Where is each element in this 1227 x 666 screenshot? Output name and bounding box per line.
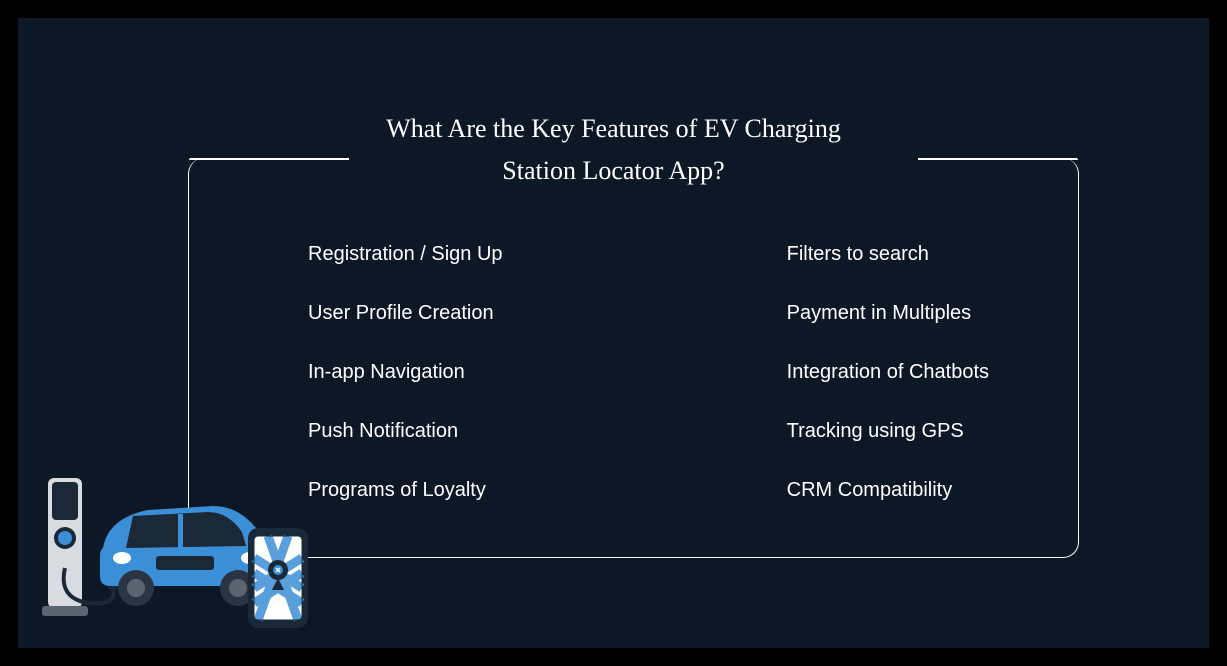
feature-item: User Profile Creation <box>308 302 503 325</box>
ev-illustration <box>38 448 338 628</box>
feature-item: Payment in Multiples <box>787 302 989 325</box>
feature-columns: Registration / Sign Up User Profile Crea… <box>308 243 989 502</box>
feature-item: In-app Navigation <box>308 361 503 384</box>
feature-item: Registration / Sign Up <box>308 243 503 266</box>
feature-item: Tracking using GPS <box>787 420 989 443</box>
feature-item: CRM Compatibility <box>787 479 989 502</box>
feature-item: Filters to search <box>787 243 989 266</box>
ev-car-charger-phone-icon <box>38 448 338 628</box>
right-column: Filters to search Payment in Multiples I… <box>787 243 989 502</box>
feature-item: Integration of Chatbots <box>787 361 989 384</box>
feature-item: Push Notification <box>308 420 503 443</box>
title-line-1: What Are the Key Features of EV Charging <box>314 108 914 150</box>
inner-frame: What Are the Key Features of EV Charging… <box>18 18 1209 648</box>
